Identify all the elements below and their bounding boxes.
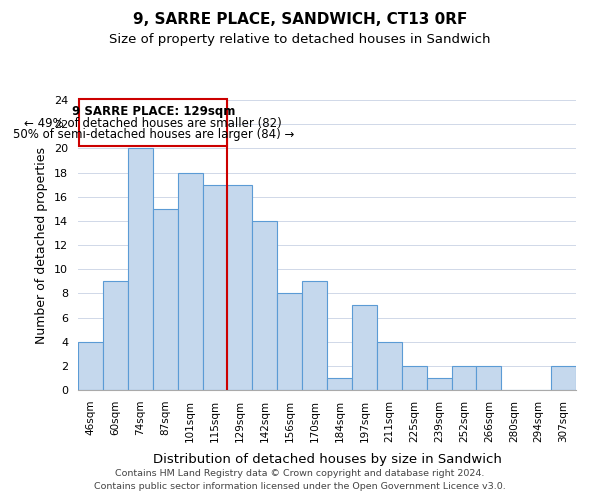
Bar	[327, 378, 352, 390]
Bar	[103, 281, 128, 390]
Bar	[128, 148, 153, 390]
Text: Size of property relative to detached houses in Sandwich: Size of property relative to detached ho…	[109, 32, 491, 46]
Text: 9 SARRE PLACE: 129sqm: 9 SARRE PLACE: 129sqm	[71, 105, 235, 118]
Bar	[203, 184, 227, 390]
Bar	[377, 342, 402, 390]
Text: 50% of semi-detached houses are larger (84) →: 50% of semi-detached houses are larger (…	[13, 128, 294, 141]
Bar	[476, 366, 502, 390]
Text: 9, SARRE PLACE, SANDWICH, CT13 0RF: 9, SARRE PLACE, SANDWICH, CT13 0RF	[133, 12, 467, 28]
Text: ← 49% of detached houses are smaller (82): ← 49% of detached houses are smaller (82…	[25, 117, 282, 130]
Bar	[178, 172, 203, 390]
Bar	[227, 184, 253, 390]
Bar	[78, 342, 103, 390]
Bar	[352, 306, 377, 390]
Bar	[551, 366, 576, 390]
Bar	[152, 209, 178, 390]
Bar	[427, 378, 452, 390]
Text: Contains HM Land Registry data © Crown copyright and database right 2024.: Contains HM Land Registry data © Crown c…	[115, 468, 485, 477]
Text: Contains public sector information licensed under the Open Government Licence v3: Contains public sector information licen…	[94, 482, 506, 491]
Bar	[452, 366, 476, 390]
Y-axis label: Number of detached properties: Number of detached properties	[35, 146, 49, 344]
Bar	[277, 294, 302, 390]
Bar	[253, 221, 277, 390]
X-axis label: Distribution of detached houses by size in Sandwich: Distribution of detached houses by size …	[152, 453, 502, 466]
Bar	[302, 281, 327, 390]
Bar	[402, 366, 427, 390]
FancyBboxPatch shape	[79, 100, 227, 146]
